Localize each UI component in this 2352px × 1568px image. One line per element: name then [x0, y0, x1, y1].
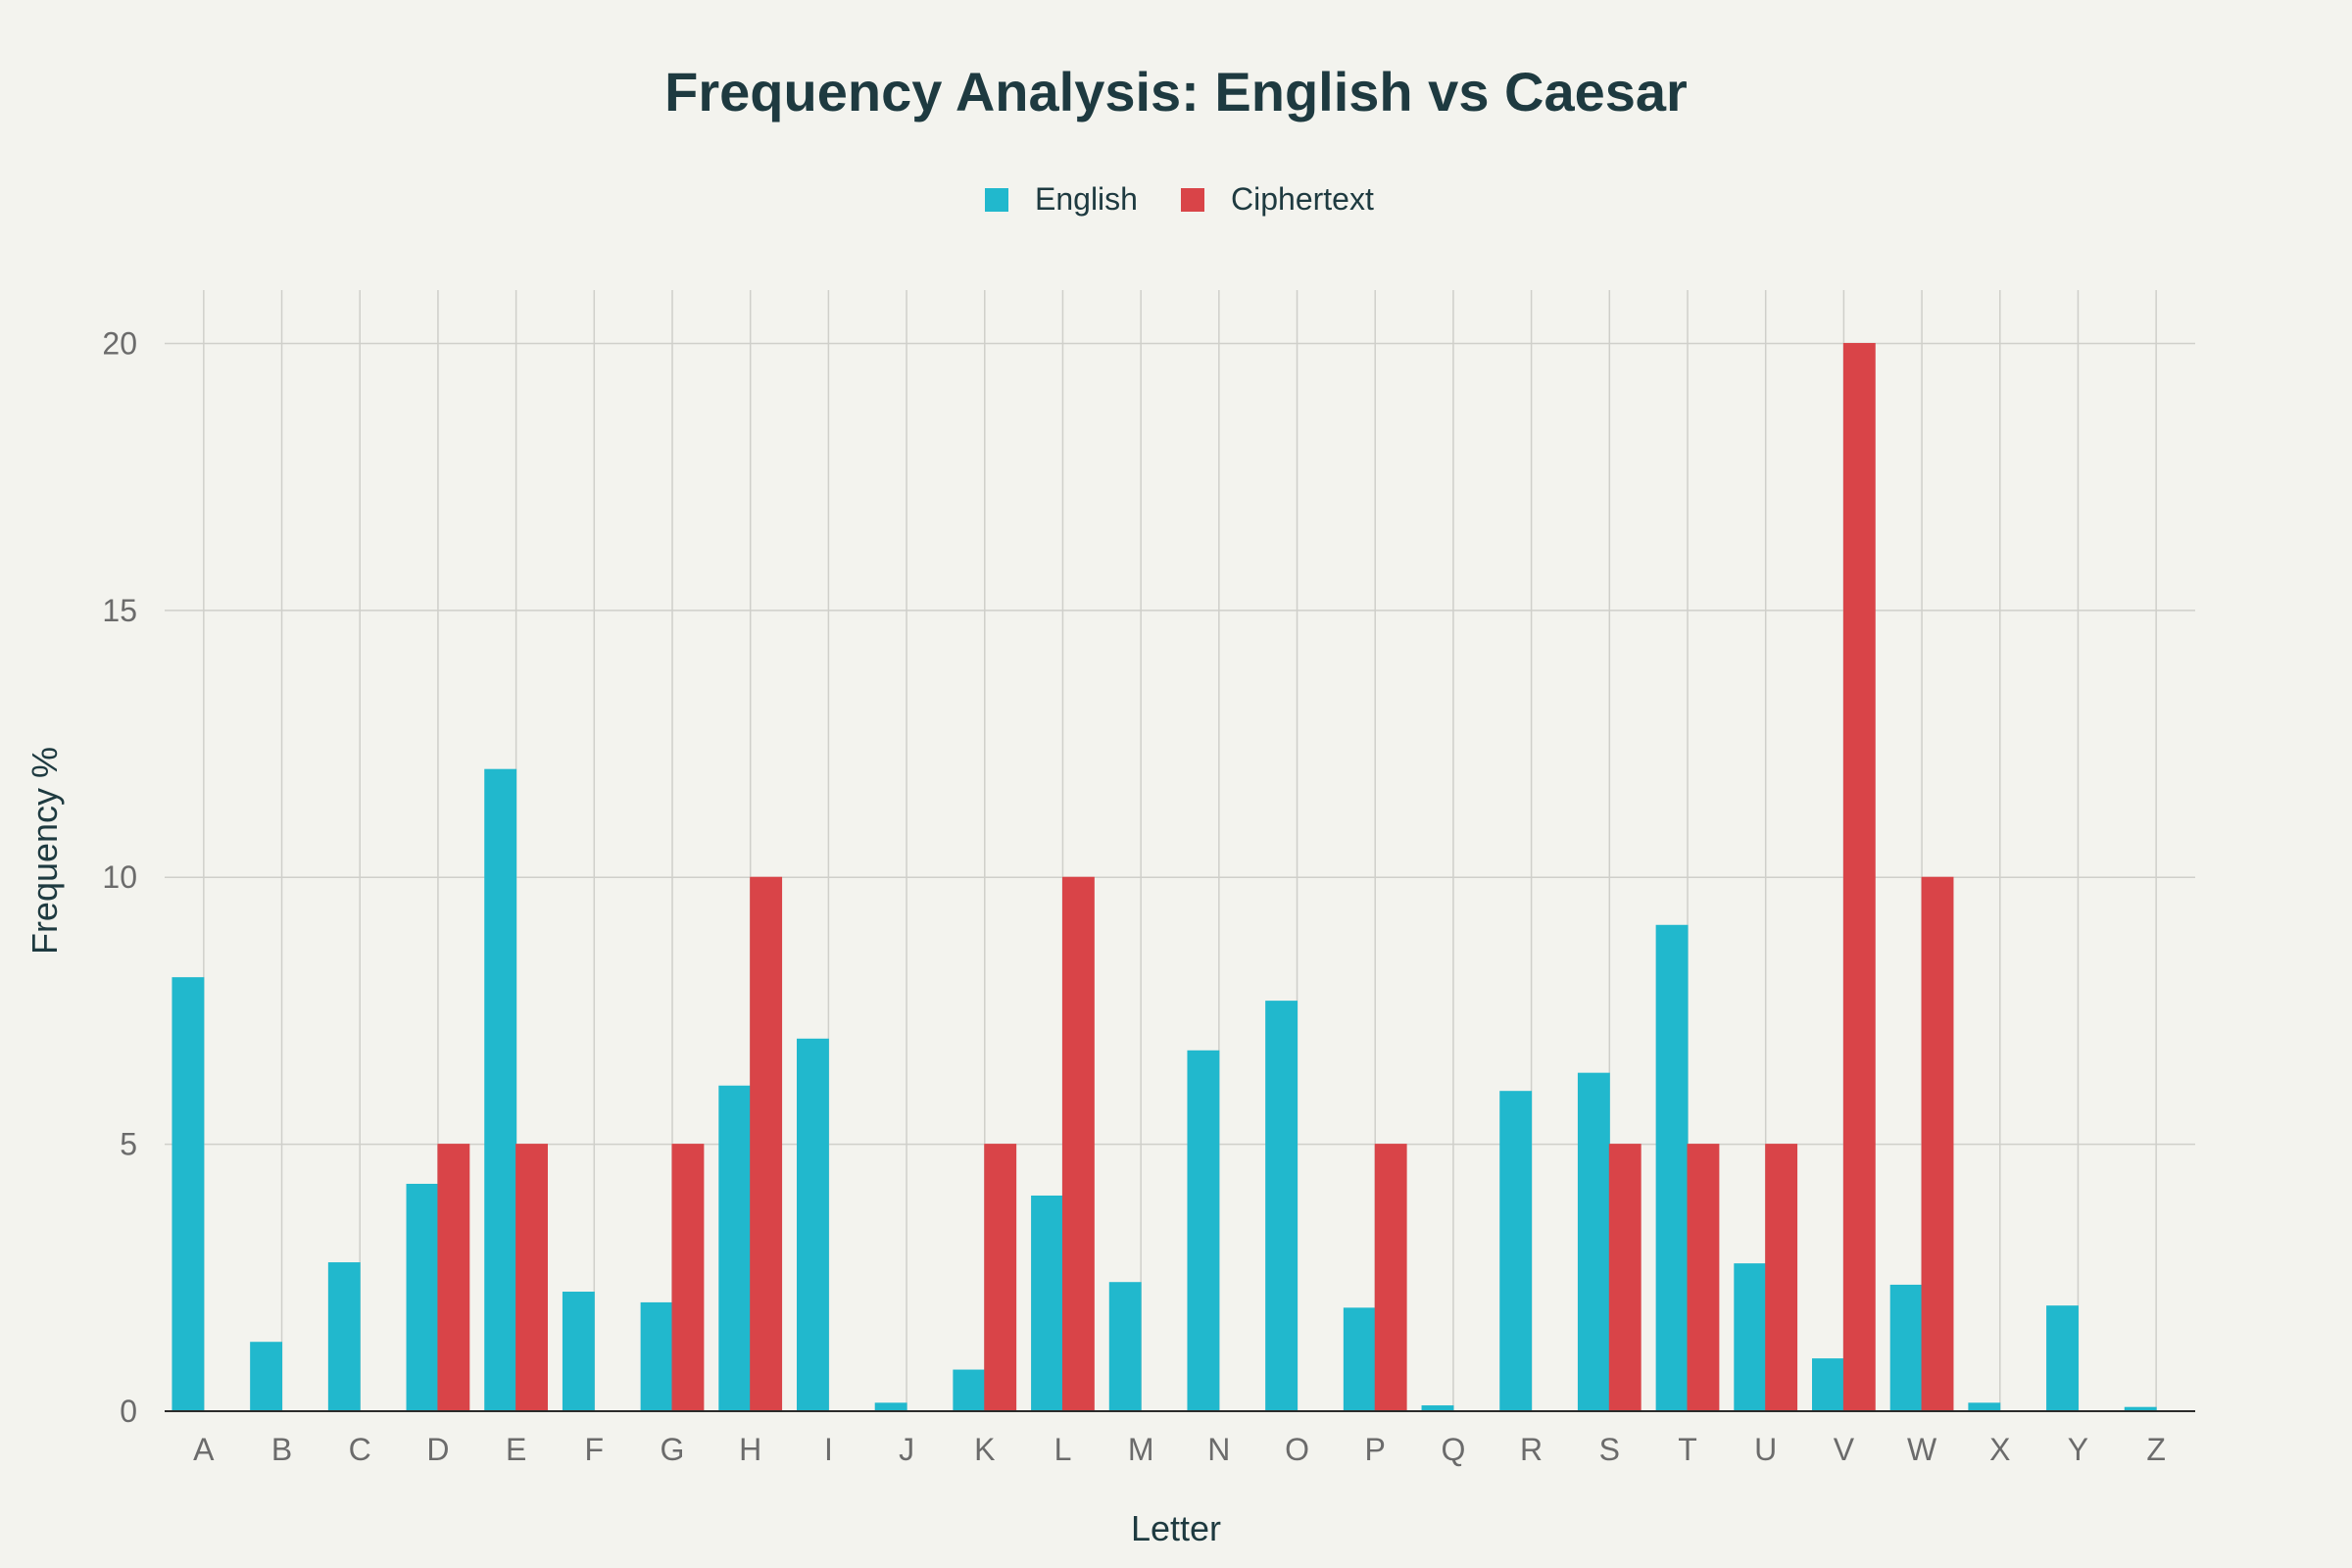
- x-tick-label: R: [1520, 1432, 1543, 1467]
- y-axis-title: Frequency %: [24, 747, 65, 955]
- y-tick-label: 20: [102, 325, 137, 361]
- bar-ciphertext-u[interactable]: [1765, 1144, 1798, 1412]
- x-tick-label: E: [506, 1432, 526, 1467]
- chart-title: Frequency Analysis: English vs Caesar: [664, 61, 1688, 122]
- bar-english-e[interactable]: [484, 768, 517, 1412]
- bar-english-o[interactable]: [1265, 1001, 1298, 1412]
- x-tick-label: Y: [2068, 1432, 2088, 1467]
- x-axis-title: Letter: [1131, 1508, 1221, 1548]
- bar-ciphertext-d[interactable]: [437, 1144, 470, 1412]
- x-tick-label: C: [349, 1432, 371, 1467]
- x-tick-label: N: [1207, 1432, 1230, 1467]
- x-tick-label: B: [271, 1432, 292, 1467]
- x-tick-label: H: [739, 1432, 761, 1467]
- x-tick-label: J: [899, 1432, 914, 1467]
- bar-ciphertext-t[interactable]: [1687, 1144, 1720, 1412]
- x-tick-label: M: [1128, 1432, 1154, 1467]
- legend-item-ciphertext[interactable]: Ciphertext: [1181, 181, 1374, 217]
- x-tick-label: L: [1054, 1432, 1072, 1467]
- bar-english-f[interactable]: [562, 1292, 595, 1412]
- legend: English Ciphertext: [985, 181, 1374, 217]
- legend-item-english[interactable]: English: [985, 181, 1138, 217]
- bars: [172, 342, 2157, 1412]
- x-tick-label: V: [1834, 1432, 1855, 1467]
- y-tick-label: 15: [102, 593, 137, 628]
- bar-english-x[interactable]: [1968, 1402, 2001, 1412]
- bar-english-s[interactable]: [1577, 1072, 1610, 1412]
- bar-english-t[interactable]: [1655, 924, 1689, 1412]
- bar-english-w[interactable]: [1889, 1284, 1923, 1412]
- x-tick-label: G: [661, 1432, 685, 1467]
- y-tick-label: 10: [102, 859, 137, 895]
- bar-english-l[interactable]: [1031, 1195, 1063, 1412]
- legend-label-ciphertext: Ciphertext: [1231, 181, 1374, 217]
- bar-ciphertext-e[interactable]: [515, 1144, 548, 1412]
- bar-english-u[interactable]: [1734, 1263, 1767, 1412]
- x-tick-label: U: [1754, 1432, 1777, 1467]
- bar-english-c[interactable]: [327, 1262, 361, 1412]
- y-tick-label: 0: [120, 1394, 137, 1429]
- bar-english-a[interactable]: [172, 977, 205, 1412]
- bar-ciphertext-k[interactable]: [984, 1144, 1017, 1412]
- bar-ciphertext-s[interactable]: [1608, 1144, 1642, 1412]
- bar-english-r[interactable]: [1499, 1091, 1533, 1412]
- x-tick-label: P: [1365, 1432, 1386, 1467]
- x-tick-label: D: [426, 1432, 449, 1467]
- legend-swatch-english: [985, 188, 1008, 212]
- bar-english-i[interactable]: [797, 1038, 829, 1412]
- x-tick-label: A: [193, 1432, 215, 1467]
- x-tick-label: O: [1285, 1432, 1309, 1467]
- bar-english-g[interactable]: [640, 1301, 673, 1412]
- bar-ciphertext-l[interactable]: [1061, 876, 1095, 1412]
- x-tick-label: W: [1907, 1432, 1937, 1467]
- legend-label-english: English: [1035, 181, 1138, 217]
- bar-english-m[interactable]: [1108, 1282, 1142, 1412]
- bar-ciphertext-v[interactable]: [1842, 342, 1876, 1412]
- bar-english-d[interactable]: [406, 1183, 439, 1412]
- bar-ciphertext-p[interactable]: [1374, 1144, 1407, 1412]
- bar-ciphertext-h[interactable]: [750, 876, 783, 1412]
- bar-english-k[interactable]: [953, 1369, 986, 1412]
- y-tick-label: 5: [120, 1127, 137, 1162]
- axes: 0 5 10 15 20 A B C D E F G H I J K L M N O P Q R S T U V W X Y Z: [102, 325, 2195, 1467]
- bar-english-v[interactable]: [1812, 1358, 1844, 1412]
- bar-english-h[interactable]: [718, 1085, 752, 1412]
- x-tick-label: S: [1599, 1432, 1620, 1467]
- x-tick-label: I: [824, 1432, 833, 1467]
- bar-english-p[interactable]: [1343, 1307, 1376, 1412]
- bar-english-n[interactable]: [1187, 1050, 1220, 1412]
- bar-english-y[interactable]: [2046, 1305, 2079, 1412]
- bar-english-b[interactable]: [250, 1342, 283, 1412]
- bar-english-j[interactable]: [874, 1402, 907, 1412]
- x-tick-label: Z: [2146, 1432, 2166, 1467]
- x-tick-label: K: [974, 1432, 995, 1467]
- legend-swatch-ciphertext: [1181, 188, 1204, 212]
- x-tick-label: X: [1989, 1432, 2010, 1467]
- x-tick-label: F: [585, 1432, 605, 1467]
- bar-ciphertext-w[interactable]: [1921, 876, 1954, 1412]
- x-tick-label: Q: [1441, 1432, 1465, 1467]
- bar-ciphertext-g[interactable]: [671, 1144, 705, 1412]
- x-tick-label: T: [1678, 1432, 1697, 1467]
